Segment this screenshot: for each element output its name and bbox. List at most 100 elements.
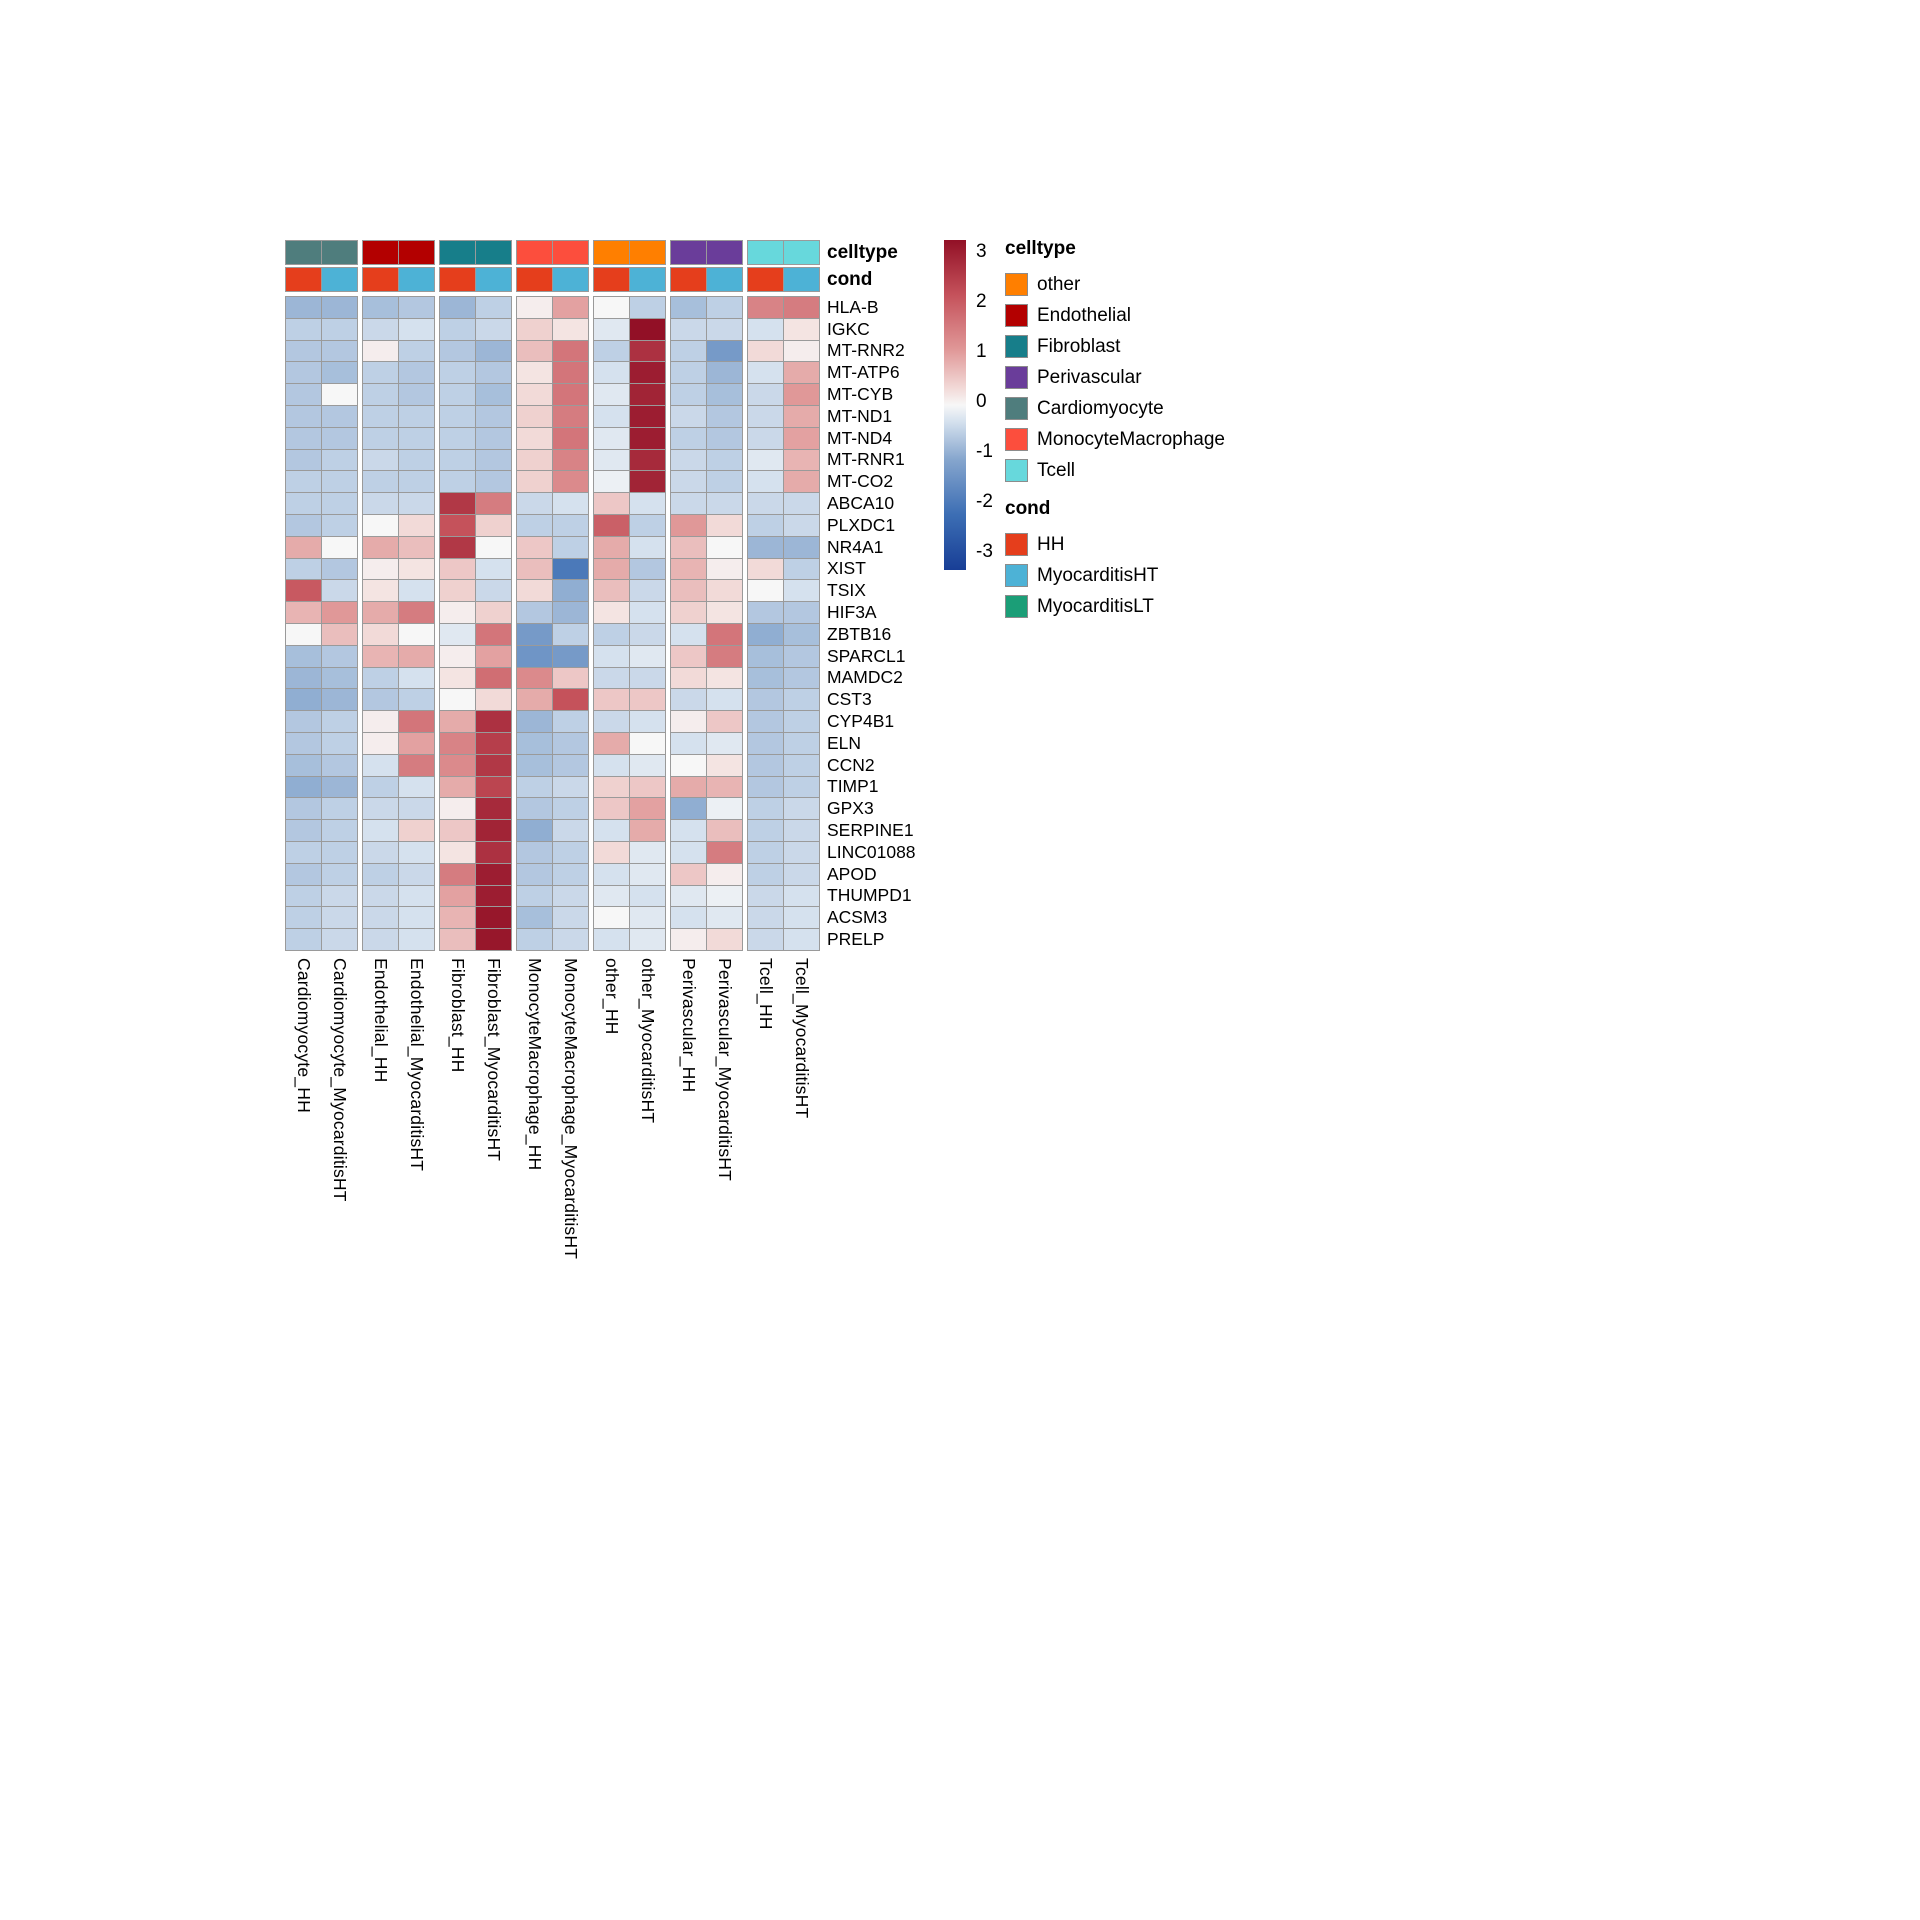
- heatmap-cell: [670, 448, 707, 472]
- heatmap-cell: [670, 426, 707, 450]
- heatmap-cell: [747, 623, 784, 646]
- gene-label: SPARCL1: [827, 645, 906, 666]
- heatmap-cell: [783, 732, 820, 755]
- heatmap-cell: [285, 623, 322, 646]
- gene-label: TSIX: [827, 580, 866, 601]
- heatmap-cell: [362, 492, 399, 515]
- heatmap-cell: [285, 797, 322, 821]
- heatmap-cell: [516, 775, 553, 799]
- heatmap-cell: [475, 579, 512, 603]
- annotation-cell-celltype: [285, 240, 322, 265]
- heatmap-cell: [629, 579, 666, 603]
- heatmap-cell: [362, 666, 399, 690]
- heatmap-cell: [321, 666, 358, 690]
- heatmap-cell: [747, 514, 784, 537]
- heatmap-cell: [439, 448, 476, 472]
- heatmap-cell: [516, 623, 553, 646]
- heatmap-cell: [439, 383, 476, 406]
- heatmap-cell: [321, 492, 358, 515]
- heatmap-cell: [629, 688, 666, 712]
- heatmap-cell: [747, 535, 784, 559]
- legend-celltype-item: other: [1005, 269, 1225, 300]
- heatmap-cell: [552, 535, 589, 559]
- heatmap-cell: [706, 579, 743, 603]
- heatmap-cell: [670, 797, 707, 821]
- heatmap-cell: [475, 514, 512, 537]
- legend-cond-item: MyocarditisHT: [1005, 560, 1158, 591]
- heatmap-cell: [552, 797, 589, 821]
- gene-label: ZBTB16: [827, 623, 892, 644]
- gene-label: MT-ND1: [827, 405, 893, 426]
- heatmap-cell: [439, 753, 476, 777]
- heatmap-cell: [398, 514, 435, 537]
- heatmap-cell: [593, 579, 630, 603]
- annotation-cell-cond: [747, 267, 784, 292]
- gene-label: SERPINE1: [827, 820, 914, 841]
- annotation-label-cond: cond: [827, 268, 873, 290]
- heatmap-cell: [398, 383, 435, 406]
- colorbar-tick-label: 1: [976, 341, 987, 362]
- heatmap-cell: [706, 426, 743, 450]
- heatmap-cell: [439, 819, 476, 842]
- heatmap-cell: [398, 710, 435, 733]
- annotation-cell-cond: [285, 267, 322, 292]
- heatmap-cell: [747, 732, 784, 755]
- heatmap-cell: [398, 448, 435, 472]
- annotation-cell-celltype: [475, 240, 512, 265]
- heatmap-cell: [747, 361, 784, 385]
- heatmap-cell: [516, 732, 553, 755]
- heatmap-cell: [398, 339, 435, 363]
- annotation-cell-cond: [629, 267, 666, 292]
- heatmap-cell: [670, 492, 707, 515]
- heatmap-cell: [670, 666, 707, 690]
- heatmap-cell: [475, 644, 512, 668]
- heatmap-cell: [439, 514, 476, 537]
- heatmap-cell: [362, 775, 399, 799]
- heatmap-cell: [475, 361, 512, 385]
- heatmap-cell: [747, 383, 784, 406]
- heatmap-cell: [783, 405, 820, 428]
- gene-label: MAMDC2: [827, 667, 903, 688]
- heatmap-cell: [706, 928, 743, 951]
- gene-label: IGKC: [827, 318, 870, 339]
- heatmap-cell: [629, 492, 666, 515]
- gene-label: MT-CO2: [827, 471, 894, 492]
- annotation-cell-celltype: [747, 240, 784, 265]
- heatmap-cell: [670, 383, 707, 406]
- heatmap-cell: [362, 405, 399, 428]
- heatmap-cell: [516, 405, 553, 428]
- heatmap-cell: [670, 753, 707, 777]
- legend-celltype-label: Cardiomyocyte: [1037, 397, 1164, 419]
- heatmap-cell: [552, 623, 589, 646]
- heatmap-cell: [398, 644, 435, 668]
- heatmap-cell: [593, 797, 630, 821]
- heatmap-cell: [552, 819, 589, 842]
- heatmap-cell: [398, 688, 435, 712]
- heatmap-cell: [593, 644, 630, 668]
- heatmap-cell: [439, 710, 476, 733]
- heatmap-cell: [706, 296, 743, 319]
- heatmap-cell: [706, 644, 743, 668]
- heatmap-cell: [475, 666, 512, 690]
- heatmap-cell: [706, 361, 743, 385]
- legend-celltype-label: MonocyteMacrophage: [1037, 428, 1225, 450]
- heatmap-cell: [439, 317, 476, 341]
- heatmap-cell: [706, 470, 743, 494]
- heatmap-cell: [552, 317, 589, 341]
- heatmap-cell: [362, 557, 399, 581]
- annotation-cell-cond: [552, 267, 589, 292]
- heatmap-cell: [670, 601, 707, 624]
- heatmap-cell: [398, 535, 435, 559]
- heatmap-cell: [670, 405, 707, 428]
- heatmap-cell: [516, 710, 553, 733]
- heatmap-cell: [629, 426, 666, 450]
- heatmap-cell: [398, 884, 435, 908]
- heatmap-cell: [285, 470, 322, 494]
- heatmap-cell: [285, 666, 322, 690]
- heatmap-cell: [439, 557, 476, 581]
- heatmap-cell: [629, 557, 666, 581]
- heatmap-cell: [747, 753, 784, 777]
- heatmap-cell: [321, 535, 358, 559]
- heatmap-cell: [747, 797, 784, 821]
- heatmap-cell: [629, 732, 666, 755]
